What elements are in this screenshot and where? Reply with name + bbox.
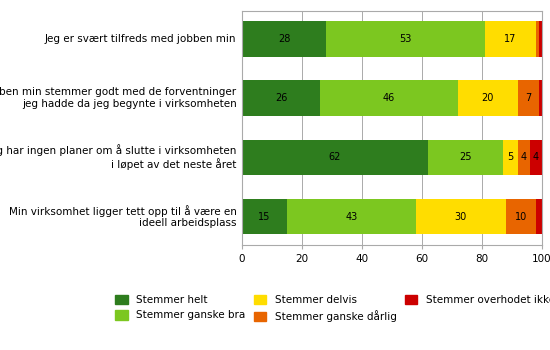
Bar [242, 21, 326, 57]
Bar [326, 21, 485, 57]
Bar [242, 199, 287, 234]
Text: 15: 15 [258, 212, 271, 222]
Bar [530, 140, 542, 175]
Bar [458, 80, 518, 116]
Text: 28: 28 [278, 34, 290, 44]
Legend: Stemmer helt, Stemmer ganske bra, Stemmer delvis, Stemmer ganske dårlig, Stemmer: Stemmer helt, Stemmer ganske bra, Stemme… [116, 295, 550, 322]
Bar [416, 199, 506, 234]
Bar [518, 80, 539, 116]
Bar [506, 199, 536, 234]
Bar [485, 21, 536, 57]
Bar [320, 80, 458, 116]
Bar [518, 140, 530, 175]
Bar [536, 21, 539, 57]
Text: 17: 17 [504, 34, 516, 44]
Bar [539, 21, 542, 57]
Bar [287, 199, 416, 234]
Text: 26: 26 [275, 93, 287, 103]
Text: 25: 25 [459, 152, 471, 162]
Text: 4: 4 [533, 152, 539, 162]
Text: 10: 10 [515, 212, 527, 222]
Text: 7: 7 [525, 93, 531, 103]
Bar [536, 199, 542, 234]
Text: 20: 20 [482, 93, 494, 103]
Text: 30: 30 [455, 212, 467, 222]
Text: 43: 43 [345, 212, 358, 222]
Text: 53: 53 [399, 34, 411, 44]
Text: 46: 46 [383, 93, 395, 103]
Text: 4: 4 [521, 152, 527, 162]
Bar [242, 80, 320, 116]
Text: 5: 5 [507, 152, 513, 162]
Bar [503, 140, 518, 175]
Bar [539, 80, 542, 116]
Text: 62: 62 [329, 152, 341, 162]
Bar [242, 140, 428, 175]
Bar [428, 140, 503, 175]
